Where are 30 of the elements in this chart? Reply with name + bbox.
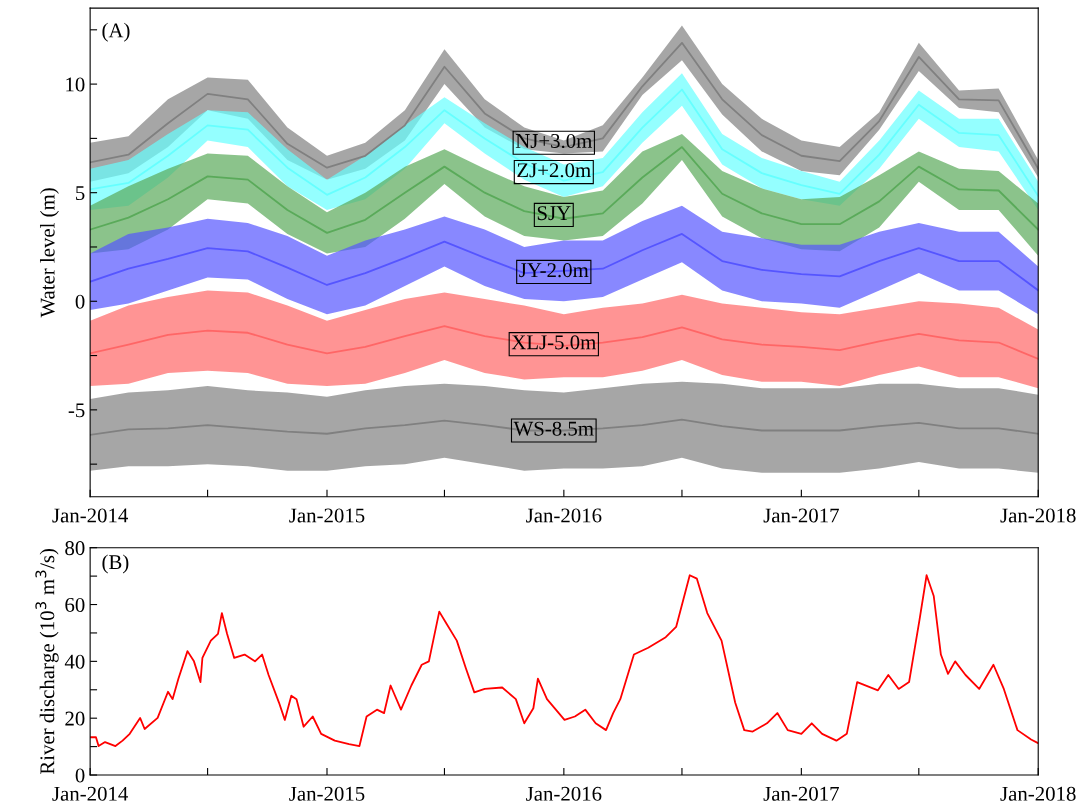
y-axis-title: River discharge (10$^{3}$ m$^{3}$/s) (35, 548, 59, 775)
x-tick-label: Jan-2014 (52, 508, 128, 523)
x-tick-label: Jan-2015 (289, 786, 365, 801)
series-label: WS-8.5m (513, 421, 594, 436)
series-label: SJY (537, 206, 571, 221)
series-label: ZJ+2.0m (517, 163, 591, 178)
series-label: NJ+3.0m (515, 133, 593, 149)
x-tick-label: Jan-2016 (526, 786, 602, 801)
y-axis-title: Water level (m) (39, 188, 59, 318)
x-tick-label: Jan-2017 (763, 508, 839, 523)
y-tick-label: 40 (64, 654, 85, 669)
series-label: JY-2.0m (519, 263, 589, 278)
y-tick-label: 10 (66, 77, 85, 92)
y-tick-label: 5 (76, 186, 85, 201)
x-tick-label: Jan-2015 (289, 508, 365, 523)
y-tick-label: 20 (65, 711, 85, 726)
x-tick-label: Jan-2017 (763, 786, 839, 801)
x-tick-label: Jan-2014 (52, 786, 128, 801)
annotation: (A) (102, 22, 130, 42)
y-tick-label: -5 (68, 403, 85, 418)
y-tick-label: 0 (75, 768, 85, 783)
y-tick-label: 0 (75, 294, 85, 309)
series-label: XLJ-5.0m (511, 335, 596, 350)
y-tick-label: 60 (65, 597, 85, 612)
x-tick-label: Jan-2018 (1000, 786, 1076, 801)
annotation: (B) (102, 554, 129, 574)
x-tick-label: Jan-2016 (526, 508, 602, 523)
y-tick-label: 80 (65, 541, 85, 556)
x-tick-label: Jan-2018 (1000, 508, 1076, 523)
line-series (90, 574, 1039, 747)
